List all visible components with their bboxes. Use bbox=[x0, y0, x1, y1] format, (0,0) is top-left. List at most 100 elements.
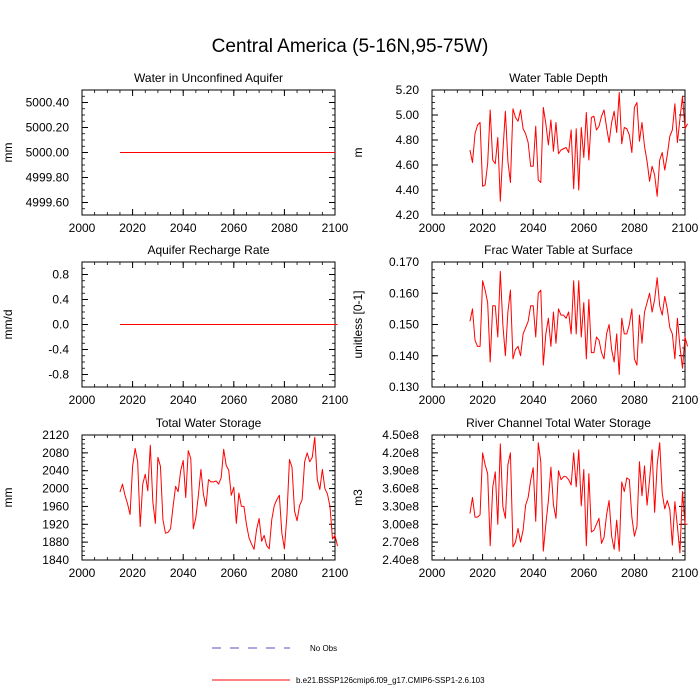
x-tick-label: 2080 bbox=[621, 566, 648, 580]
x-tick-label: 2000 bbox=[69, 221, 96, 235]
y-tick-label: 4.80 bbox=[396, 133, 420, 147]
x-tick-label: 2100 bbox=[322, 566, 349, 580]
y-tick-label: 0.150 bbox=[389, 318, 419, 332]
y-tick-label: 2000 bbox=[42, 482, 69, 496]
x-tick-label: 2020 bbox=[469, 393, 496, 407]
panel-title: Water in Unconfined Aquifer bbox=[134, 71, 283, 85]
chart-panels: Water in Unconfined Aquifer mm 2000 2020 204… bbox=[1, 71, 699, 580]
y-tick-label: 4999.80 bbox=[26, 171, 70, 185]
plot-frame bbox=[431, 261, 686, 388]
y-axis-label: mm bbox=[1, 488, 15, 508]
y-tick-label: 0.8 bbox=[52, 268, 69, 282]
x-tick-label: 2080 bbox=[621, 393, 648, 407]
x-tick-label: 2100 bbox=[672, 393, 699, 407]
x-tick-label: 2060 bbox=[220, 221, 247, 235]
y-axis-label: unitless [0-1] bbox=[351, 290, 365, 358]
x-tick-label: 2000 bbox=[69, 393, 96, 407]
chart-panel-2: Water Table Depth m 2000 2020 2040 2060 2080 21… bbox=[351, 71, 699, 235]
y-tick-label: 4.40 bbox=[396, 183, 420, 197]
series-line bbox=[469, 442, 688, 554]
plot-frame bbox=[81, 434, 336, 561]
panel-title: Water Table Depth bbox=[509, 71, 608, 85]
chart-panel-4: Frac Water Table at Surface unitless [0-1… bbox=[351, 243, 699, 407]
y-tick-label: 2120 bbox=[42, 428, 69, 442]
y-tick-label: 0.160 bbox=[389, 286, 419, 300]
x-tick-label: 2040 bbox=[520, 566, 547, 580]
y-tick-label: -0.8 bbox=[48, 368, 69, 382]
y-axis-label: mm/d bbox=[1, 310, 15, 340]
series-line bbox=[119, 436, 339, 550]
x-tick-label: 2020 bbox=[469, 566, 496, 580]
x-tick-label: 2040 bbox=[170, 393, 197, 407]
x-tick-label: 2060 bbox=[220, 566, 247, 580]
y-tick-label: 4.60 bbox=[396, 158, 420, 172]
y-tick-label: 5000.40 bbox=[26, 96, 70, 110]
y-tick-label: 1920 bbox=[42, 517, 69, 531]
y-tick-label: 5000.20 bbox=[26, 121, 70, 135]
chart-panel-6: River Channel Total Water Storage m3 2000 2… bbox=[351, 416, 699, 580]
x-tick-label: 2080 bbox=[271, 393, 298, 407]
x-tick-label: 2020 bbox=[119, 221, 146, 235]
panel-title: Frac Water Table at Surface bbox=[484, 243, 633, 257]
y-tick-label: 2.70e8 bbox=[382, 535, 419, 549]
x-tick-label: 2040 bbox=[520, 393, 547, 407]
x-tick-label: 2020 bbox=[469, 221, 496, 235]
y-tick-label: 0.0 bbox=[52, 318, 69, 332]
y-axis-label: mm bbox=[1, 143, 15, 163]
legend-obs-label: No Obs bbox=[310, 644, 337, 653]
y-tick-label: 3.30e8 bbox=[382, 499, 419, 513]
x-tick-label: 2060 bbox=[570, 566, 597, 580]
figure-title: Central America (5-16N,95-75W) bbox=[211, 36, 489, 57]
panel-title: Aquifer Recharge Rate bbox=[147, 243, 269, 257]
x-tick-label: 2000 bbox=[419, 566, 446, 580]
x-tick-label: 2020 bbox=[119, 393, 146, 407]
y-tick-label: 1960 bbox=[42, 499, 69, 513]
y-tick-label: 3.00e8 bbox=[382, 517, 419, 531]
y-tick-label: 0.4 bbox=[52, 293, 69, 307]
y-tick-label: 1840 bbox=[42, 553, 69, 567]
x-tick-label: 2040 bbox=[170, 566, 197, 580]
y-tick-label: 2080 bbox=[42, 446, 69, 460]
y-axis-label: m3 bbox=[351, 489, 365, 506]
x-tick-label: 2080 bbox=[271, 221, 298, 235]
y-tick-label: 0.170 bbox=[389, 255, 419, 269]
x-tick-label: 2100 bbox=[322, 393, 349, 407]
y-tick-label: 4.20e8 bbox=[382, 446, 419, 460]
y-tick-label: 4.50e8 bbox=[382, 428, 419, 442]
y-tick-label: 5000.00 bbox=[26, 146, 70, 160]
x-tick-label: 2100 bbox=[322, 221, 349, 235]
panel-title: Total Water Storage bbox=[156, 416, 262, 430]
y-axis-label: m bbox=[351, 148, 365, 158]
x-tick-label: 2020 bbox=[119, 566, 146, 580]
x-tick-label: 2060 bbox=[220, 393, 247, 407]
y-tick-label: 0.130 bbox=[389, 380, 419, 394]
y-tick-label: 3.60e8 bbox=[382, 482, 419, 496]
x-tick-label: 2000 bbox=[419, 221, 446, 235]
y-tick-label: 0.140 bbox=[389, 349, 419, 363]
y-tick-label: -0.4 bbox=[48, 343, 69, 357]
y-tick-label: 3.90e8 bbox=[382, 464, 419, 478]
x-tick-label: 2060 bbox=[570, 393, 597, 407]
x-tick-label: 2100 bbox=[672, 221, 699, 235]
y-tick-label: 4999.60 bbox=[26, 196, 70, 210]
chart-panel-3: Aquifer Recharge Rate mm/d 2000 2020 2040 206… bbox=[1, 243, 349, 407]
x-tick-label: 2000 bbox=[419, 393, 446, 407]
x-tick-label: 2080 bbox=[621, 221, 648, 235]
chart-panel-1: Water in Unconfined Aquifer mm 2000 2020 204… bbox=[1, 71, 349, 235]
series-line bbox=[469, 92, 688, 202]
series-line bbox=[469, 270, 689, 375]
y-tick-label: 2040 bbox=[42, 464, 69, 478]
x-tick-label: 2100 bbox=[672, 566, 699, 580]
y-tick-label: 1880 bbox=[42, 535, 69, 549]
panel-title: River Channel Total Water Storage bbox=[466, 416, 651, 430]
x-tick-label: 2060 bbox=[570, 221, 597, 235]
x-tick-label: 2000 bbox=[69, 566, 96, 580]
y-tick-label: 4.20 bbox=[396, 208, 420, 222]
y-tick-label: 5.00 bbox=[396, 108, 420, 122]
legend: No Obs b.e21.BSSP126cmip6.f09_g17.CMIP6-… bbox=[212, 644, 485, 685]
chart-panel-5: Total Water Storage mm 2000 2020 2040 2060 208… bbox=[1, 416, 349, 580]
x-tick-label: 2040 bbox=[170, 221, 197, 235]
x-tick-label: 2040 bbox=[520, 221, 547, 235]
x-tick-label: 2080 bbox=[271, 566, 298, 580]
